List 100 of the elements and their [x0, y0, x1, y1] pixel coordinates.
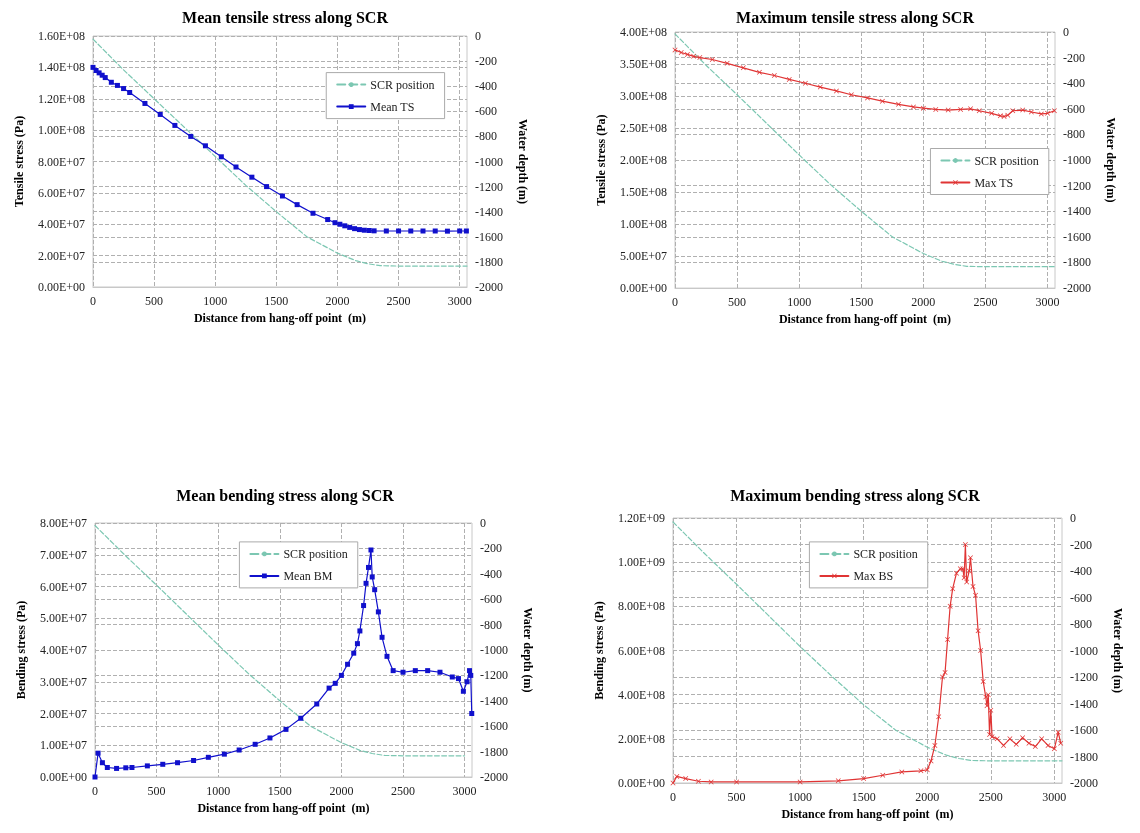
point	[92, 774, 98, 780]
y-tick-label: 8.00E+07	[37, 154, 85, 169]
point	[989, 110, 995, 116]
y-tick-label: 8.00E+08	[617, 599, 665, 614]
y-tick-label: 5.00E+07	[619, 249, 667, 264]
y2-tick-label: -1200	[1070, 670, 1098, 684]
point	[978, 648, 984, 653]
y2-tick-label: -2000	[475, 280, 503, 294]
point	[724, 60, 730, 66]
point	[361, 227, 367, 233]
y2-tick-label: -1000	[480, 643, 508, 657]
point	[420, 228, 426, 234]
point	[352, 226, 358, 232]
chart-title: Mean tensile stress along SCR	[182, 8, 389, 27]
point	[121, 86, 127, 92]
point	[95, 750, 101, 756]
point	[142, 100, 148, 106]
y2-tick-label: 0	[480, 516, 486, 530]
y2-tick-label: -800	[1063, 127, 1085, 142]
y-tick-label: 4.00E+08	[617, 687, 665, 702]
point	[357, 628, 363, 634]
point	[920, 105, 926, 111]
point	[351, 650, 357, 656]
y2-tick-label: -1200	[1063, 178, 1091, 193]
point	[950, 586, 956, 592]
point	[104, 764, 110, 770]
point	[175, 760, 181, 766]
point	[444, 228, 450, 234]
point	[1013, 741, 1019, 747]
legend-label: Max BS	[853, 568, 894, 583]
point	[980, 678, 986, 684]
point	[347, 224, 353, 230]
point	[127, 89, 133, 95]
point	[1032, 744, 1038, 750]
point	[396, 228, 402, 234]
point	[734, 779, 740, 785]
point	[375, 609, 381, 615]
y2-tick-label: -1800	[480, 744, 508, 759]
point	[932, 742, 938, 748]
point	[108, 79, 114, 85]
point	[294, 202, 300, 208]
y-tick-label: 0.00E+00	[39, 770, 87, 784]
line-series	[92, 38, 468, 267]
y-tick-label: 3.50E+08	[619, 57, 667, 72]
y-tick-label: 6.00E+08	[617, 643, 665, 658]
y2-axis-title: Water depth (m)	[516, 118, 530, 205]
point	[460, 688, 466, 694]
y2-tick-label: -200	[1063, 50, 1085, 65]
y2-tick-label: -2000	[480, 770, 508, 784]
point	[802, 80, 808, 86]
y-tick-label: 1.40E+08	[37, 60, 85, 75]
point	[756, 69, 762, 75]
point	[958, 106, 964, 112]
point	[368, 547, 374, 553]
point	[432, 228, 438, 234]
point	[936, 714, 942, 720]
x-axis-title: Distance from hang-off point (m)	[781, 806, 954, 821]
point	[1001, 114, 1007, 120]
point	[973, 592, 979, 598]
x-tick-label: 0	[90, 294, 96, 308]
legend-label: Mean BM	[283, 568, 333, 583]
y2-tick-label: -1000	[1063, 153, 1091, 168]
point	[1051, 746, 1057, 752]
point	[252, 741, 258, 747]
point	[457, 228, 463, 234]
y-axis-title: Tensile stress (Pa)	[594, 114, 608, 206]
y2-tick-label: -200	[480, 541, 502, 556]
point	[236, 747, 242, 753]
point	[864, 95, 870, 101]
y-tick-label: 1.60E+08	[37, 29, 85, 43]
y2-tick-label: -600	[1070, 590, 1092, 605]
x-tick-label: 3000	[1035, 295, 1060, 310]
y-axis-title: Tensile stress (Pa)	[12, 115, 26, 208]
x-tick-label: 1000	[206, 784, 231, 798]
y-tick-label: 2.00E+07	[37, 248, 85, 263]
point	[1045, 110, 1051, 116]
point	[144, 763, 150, 769]
x-tick-label: 1000	[788, 790, 813, 804]
legend-label: SCR position	[853, 546, 918, 561]
point	[390, 668, 396, 674]
point	[678, 49, 684, 55]
point	[861, 776, 867, 782]
y2-tick-label: -1000	[1070, 643, 1098, 658]
point	[968, 106, 974, 112]
x-tick-label: 2000	[911, 295, 936, 310]
x-axis-title: Distance from hang-off point (m)	[193, 310, 367, 325]
y-tick-label: 1.20E+09	[617, 511, 665, 525]
point	[202, 143, 208, 149]
y2-tick-label: -1400	[475, 204, 503, 219]
point	[123, 765, 129, 771]
point	[205, 754, 211, 760]
y2-tick-label: -1800	[1070, 749, 1098, 764]
y2-tick-label: -2000	[1070, 776, 1098, 790]
point	[218, 154, 224, 160]
y2-tick-label: -600	[1063, 101, 1085, 116]
y-tick-label: 1.00E+08	[619, 217, 667, 232]
legend-label: SCR position	[283, 546, 348, 561]
y-tick-label: 4.00E+07	[39, 643, 87, 657]
x-tick-label: 2500	[391, 784, 416, 798]
point	[325, 217, 331, 223]
